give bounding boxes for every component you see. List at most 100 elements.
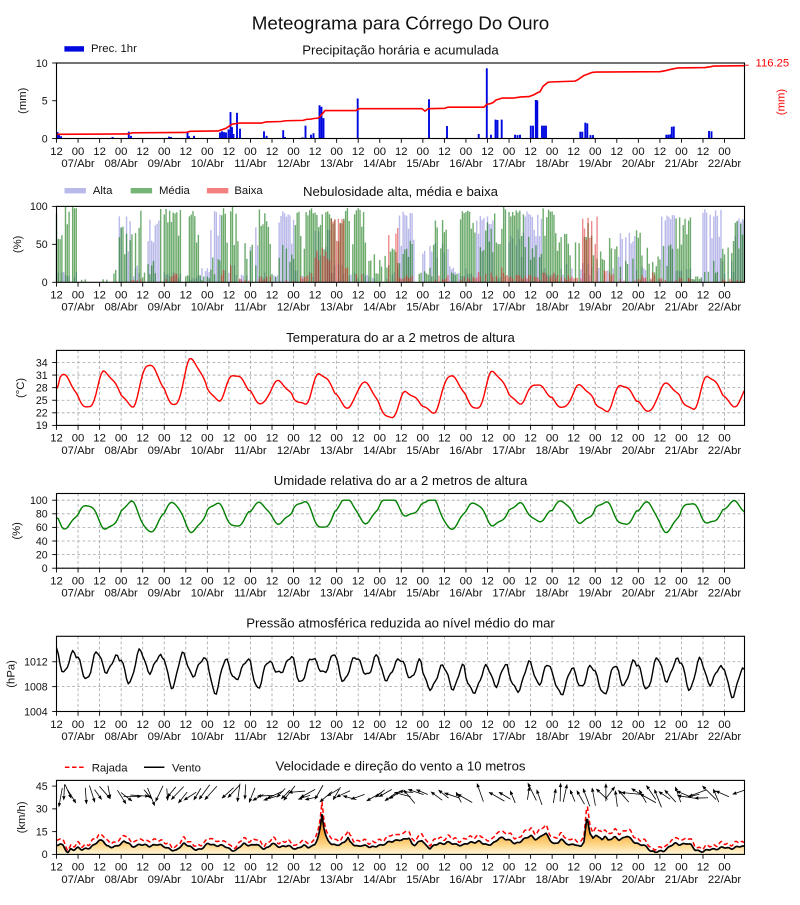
svg-text:13/Abr: 13/Abr	[320, 158, 354, 170]
svg-text:22/Abr: 22/Abr	[708, 302, 742, 314]
svg-text:21/Abr: 21/Abr	[665, 158, 699, 170]
svg-text:15/Abr: 15/Abr	[406, 158, 440, 170]
svg-text:12: 12	[611, 433, 624, 445]
svg-text:00: 00	[675, 290, 688, 302]
svg-text:00: 00	[72, 290, 85, 302]
svg-text:12: 12	[136, 433, 149, 445]
svg-text:12: 12	[93, 146, 106, 158]
svg-text:00: 00	[503, 290, 516, 302]
svg-text:12/Abr: 12/Abr	[277, 588, 311, 600]
svg-text:00: 00	[201, 433, 214, 445]
svg-text:15/Abr: 15/Abr	[406, 874, 440, 886]
svg-text:12: 12	[352, 576, 365, 588]
svg-text:00: 00	[589, 862, 602, 874]
svg-text:00: 00	[287, 576, 300, 588]
svg-text:12: 12	[223, 576, 236, 588]
svg-text:15/Abr: 15/Abr	[406, 445, 440, 457]
svg-text:19/Abr: 19/Abr	[579, 302, 613, 314]
svg-text:00: 00	[589, 576, 602, 588]
svg-text:16/Abr: 16/Abr	[449, 874, 483, 886]
svg-text:13/Abr: 13/Abr	[320, 302, 354, 314]
svg-text:00: 00	[201, 719, 214, 731]
svg-text:Meteograma para Córrego Do Our: Meteograma para Córrego Do Ouro	[252, 13, 550, 34]
svg-text:80: 80	[36, 509, 48, 521]
svg-text:20/Abr: 20/Abr	[622, 588, 656, 600]
svg-text:00: 00	[201, 576, 214, 588]
svg-text:16/Abr: 16/Abr	[449, 158, 483, 170]
svg-text:00: 00	[115, 719, 128, 731]
svg-text:21/Abr: 21/Abr	[665, 445, 699, 457]
svg-text:00: 00	[330, 576, 343, 588]
svg-text:12: 12	[481, 719, 494, 731]
svg-text:00: 00	[287, 290, 300, 302]
svg-text:00: 00	[330, 290, 343, 302]
svg-text:00: 00	[589, 290, 602, 302]
svg-text:08/Abr: 08/Abr	[105, 445, 139, 457]
svg-text:14/Abr: 14/Abr	[363, 158, 397, 170]
svg-text:50: 50	[36, 239, 48, 251]
svg-text:12/Abr: 12/Abr	[277, 158, 311, 170]
svg-text:1008: 1008	[24, 681, 48, 693]
svg-text:12: 12	[266, 290, 279, 302]
svg-text:00: 00	[460, 290, 473, 302]
svg-text:00: 00	[72, 146, 85, 158]
svg-text:09/Abr: 09/Abr	[148, 874, 182, 886]
svg-text:12: 12	[524, 719, 537, 731]
svg-text:17/Abr: 17/Abr	[492, 588, 526, 600]
svg-text:00: 00	[287, 719, 300, 731]
svg-text:00: 00	[158, 576, 171, 588]
svg-text:12: 12	[567, 862, 580, 874]
svg-text:00: 00	[503, 719, 516, 731]
svg-text:00: 00	[460, 862, 473, 874]
svg-text:00: 00	[158, 290, 171, 302]
svg-text:22/Abr: 22/Abr	[708, 158, 742, 170]
svg-text:12/Abr: 12/Abr	[277, 874, 311, 886]
svg-text:12: 12	[395, 719, 408, 731]
svg-text:12: 12	[93, 433, 106, 445]
svg-text:11/Abr: 11/Abr	[234, 158, 267, 170]
svg-text:12/Abr: 12/Abr	[277, 302, 311, 314]
svg-text:18/Abr: 18/Abr	[536, 731, 570, 743]
svg-text:20/Abr: 20/Abr	[622, 158, 656, 170]
svg-text:12: 12	[611, 576, 624, 588]
svg-text:00: 00	[546, 290, 559, 302]
svg-text:08/Abr: 08/Abr	[105, 302, 139, 314]
svg-text:00: 00	[460, 576, 473, 588]
svg-text:12: 12	[223, 433, 236, 445]
svg-text:19: 19	[36, 420, 48, 432]
svg-text:08/Abr: 08/Abr	[105, 158, 139, 170]
svg-text:12: 12	[438, 290, 451, 302]
svg-text:34: 34	[36, 357, 48, 369]
svg-text:19/Abr: 19/Abr	[579, 731, 613, 743]
svg-text:12: 12	[697, 862, 710, 874]
svg-text:12: 12	[697, 290, 710, 302]
svg-text:00: 00	[632, 719, 645, 731]
svg-text:12: 12	[654, 290, 667, 302]
svg-text:1004: 1004	[24, 706, 48, 718]
svg-text:12: 12	[611, 146, 624, 158]
svg-text:12: 12	[438, 576, 451, 588]
svg-text:Baixa: Baixa	[234, 185, 263, 197]
svg-text:00: 00	[589, 433, 602, 445]
svg-text:19/Abr: 19/Abr	[579, 874, 613, 886]
svg-text:12: 12	[93, 290, 106, 302]
svg-text:12: 12	[309, 862, 322, 874]
svg-text:00: 00	[503, 576, 516, 588]
svg-text:16/Abr: 16/Abr	[449, 445, 483, 457]
svg-text:00: 00	[417, 146, 430, 158]
svg-text:Velocidade e direção do vento: Velocidade e direção do vento a 10 metro…	[276, 759, 526, 774]
svg-text:19/Abr: 19/Abr	[579, 445, 613, 457]
svg-text:(%): (%)	[12, 235, 24, 253]
svg-text:15/Abr: 15/Abr	[406, 302, 440, 314]
svg-text:22/Abr: 22/Abr	[708, 445, 742, 457]
svg-text:00: 00	[675, 146, 688, 158]
svg-text:21/Abr: 21/Abr	[665, 731, 699, 743]
svg-text:00: 00	[373, 862, 386, 874]
svg-text:12: 12	[697, 576, 710, 588]
svg-text:22: 22	[36, 408, 48, 420]
svg-text:07/Abr: 07/Abr	[61, 588, 95, 600]
svg-text:0: 0	[42, 277, 48, 289]
svg-text:07/Abr: 07/Abr	[61, 302, 95, 314]
svg-text:14/Abr: 14/Abr	[363, 445, 397, 457]
svg-text:18/Abr: 18/Abr	[536, 874, 570, 886]
